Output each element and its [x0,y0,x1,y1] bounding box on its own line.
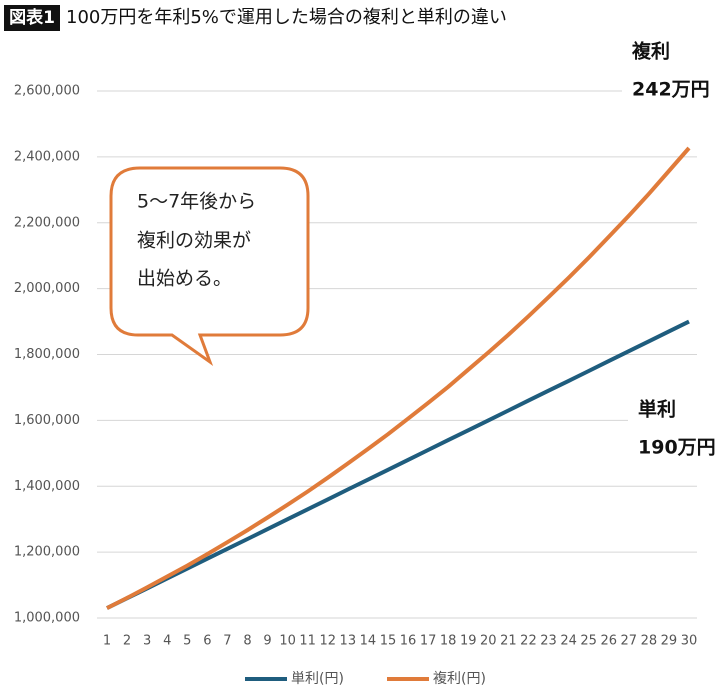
y-tick-label: 1,000,000 [14,611,80,626]
bubble-text: 5〜7年後から [137,191,256,213]
x-tick-label: 12 [319,634,336,649]
x-tick-label: 9 [263,634,271,649]
y-tick-label: 2,200,000 [14,215,80,230]
y-tick-label: 1,800,000 [14,347,80,362]
chart-title: 100万円を年利5%で運用した場合の複利と単利の違い [66,7,507,28]
annotation: 242万円 [632,79,710,101]
x-tick-label: 21 [500,634,517,649]
x-tick-label: 22 [520,634,537,649]
x-tick-label: 25 [580,634,597,649]
x-tick-label: 17 [420,634,437,649]
x-tick-label: 3 [143,634,151,649]
y-tick-label: 1,200,000 [14,545,80,560]
y-tick-label: 2,000,000 [14,281,80,296]
annotation-bg [628,390,718,468]
annotation-bg [622,35,712,110]
x-tick-label: 16 [400,634,417,649]
bubble-text: 出始める。 [137,268,232,290]
y-tick-label: 1,600,000 [14,413,80,428]
legend-label: 複利(円) [433,670,486,687]
x-tick-label: 30 [681,634,698,649]
x-tick-label: 7 [223,634,231,649]
x-tick-label: 4 [163,634,171,649]
annotation: 単利 [638,398,676,421]
x-tick-label: 19 [460,634,477,649]
bubble-text: 複利の効果が [137,230,251,252]
x-tick-label: 14 [360,634,377,649]
x-tick-label: 10 [279,634,296,649]
x-tick-label: 18 [440,634,457,649]
x-tick-label: 5 [183,634,191,649]
figure-label: 図表1 [9,7,55,28]
x-tick-label: 26 [600,634,617,649]
x-tick-label: 27 [621,634,638,649]
x-tick-label: 24 [560,634,577,649]
x-tick-label: 28 [641,634,658,649]
y-tick-label: 2,600,000 [14,84,80,99]
x-tick-label: 29 [661,634,678,649]
legend-label: 単利(円) [291,671,344,687]
x-tick-label: 15 [380,634,397,649]
x-tick-label: 6 [203,634,211,649]
series-line [106,319,690,610]
x-tick-label: 8 [243,634,251,649]
series-line [106,146,691,610]
annotation: 複利 [631,40,670,63]
x-tick-label: 2 [123,634,131,649]
x-tick-label: 11 [299,634,316,649]
x-tick-label: 23 [540,634,557,649]
x-tick-label: 13 [340,634,357,649]
annotation: 190万円 [638,437,716,459]
y-tick-label: 2,400,000 [14,149,80,164]
y-tick-label: 1,400,000 [14,479,80,494]
plot-area: 1,000,000 1,200,000 1,400,000 1,600,000 1,80… [14,84,697,649]
figure-label-box [4,5,60,31]
x-tick-label: 20 [480,634,497,649]
x-tick-label: 1 [103,634,111,649]
speech-bubble [109,166,310,367]
